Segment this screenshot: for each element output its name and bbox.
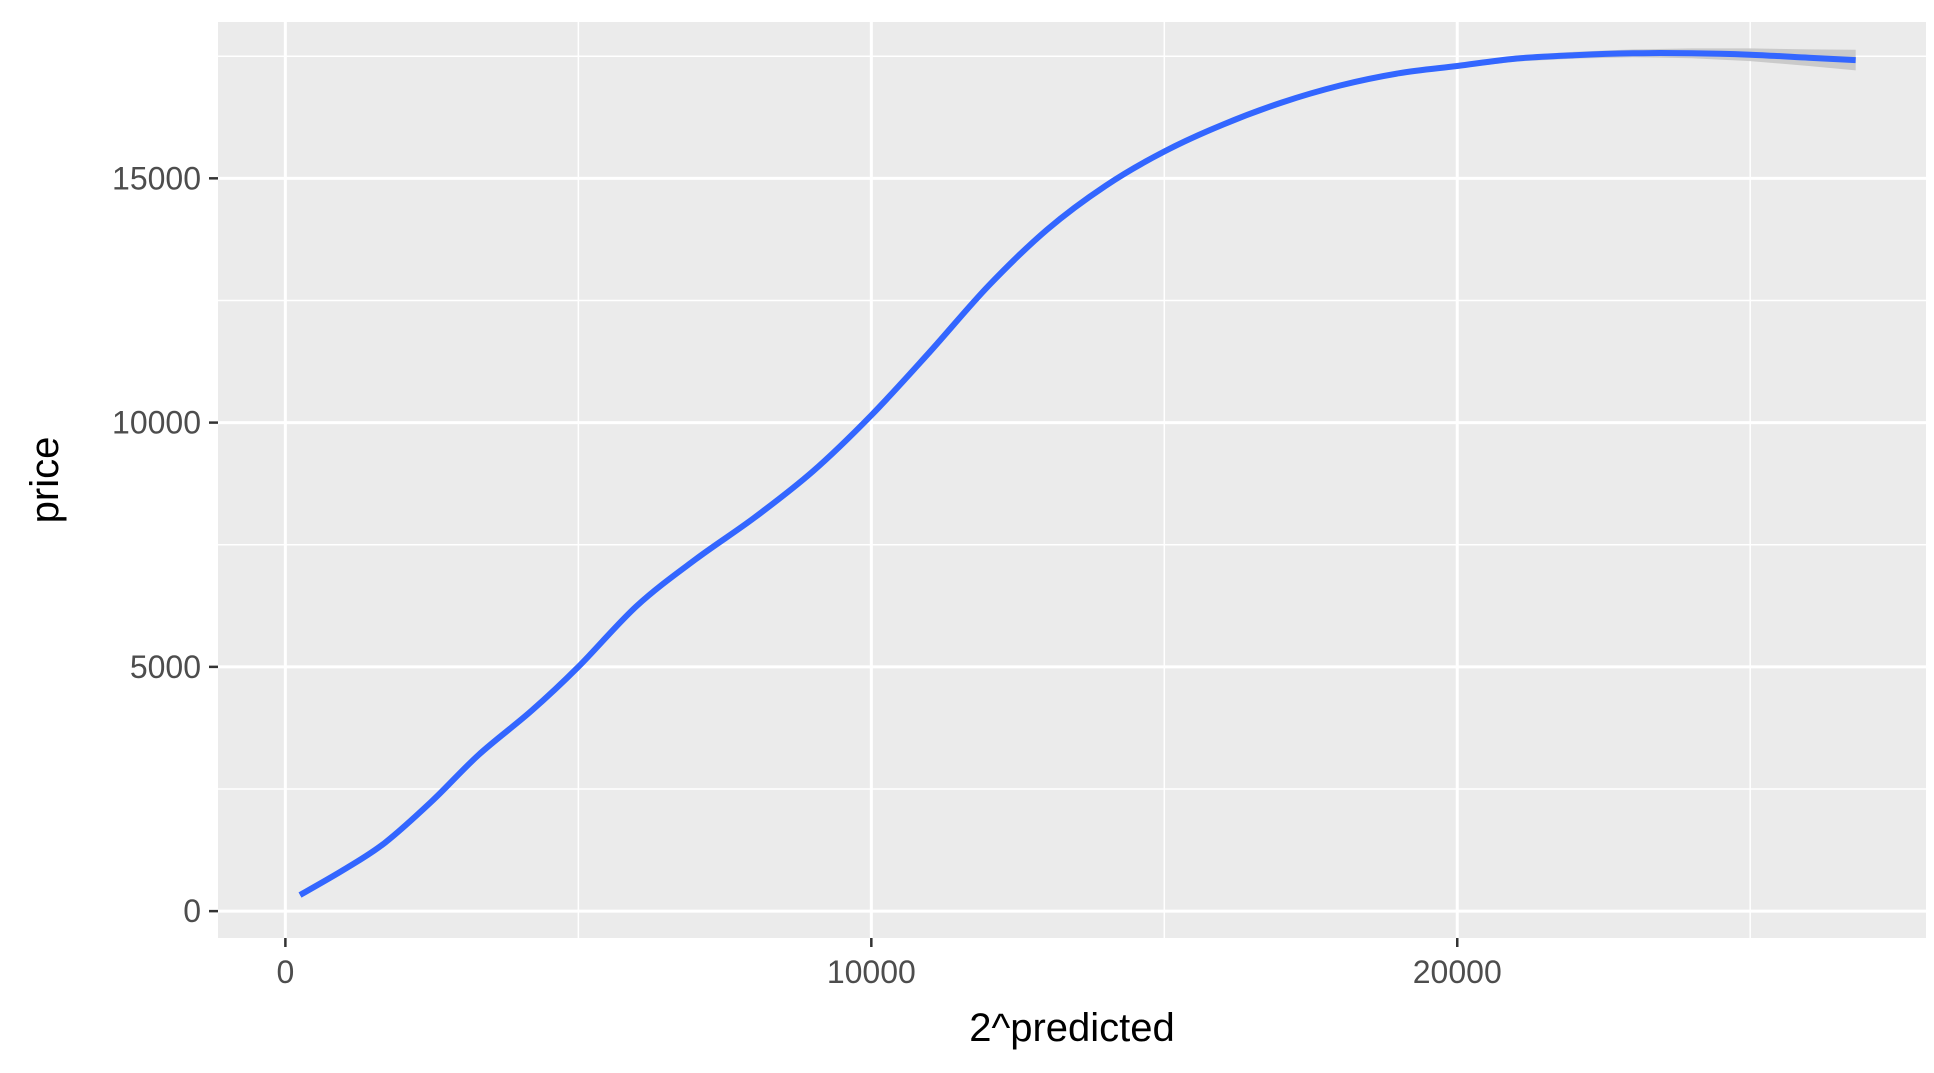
y-tick-label: 5000 bbox=[130, 649, 201, 685]
major-gridlines bbox=[218, 22, 1926, 938]
smooth-line bbox=[298, 50, 1856, 898]
x-axis-title: 2^predicted bbox=[969, 1006, 1175, 1050]
x-tick-label: 0 bbox=[276, 954, 294, 990]
y-tick-label: 15000 bbox=[112, 160, 201, 196]
y-tick-label: 10000 bbox=[112, 405, 201, 441]
y-tick-label: 0 bbox=[183, 893, 201, 929]
y-axis-title: price bbox=[23, 437, 67, 524]
x-tick-label: 10000 bbox=[827, 954, 916, 990]
minor-gridlines bbox=[218, 22, 1926, 938]
x-axis-ticks: 0 10000 20000 bbox=[276, 938, 1502, 990]
x-tick-label: 20000 bbox=[1413, 954, 1502, 990]
plot-panel bbox=[218, 22, 1926, 938]
y-axis-ticks: 0 5000 10000 15000 bbox=[112, 160, 218, 929]
